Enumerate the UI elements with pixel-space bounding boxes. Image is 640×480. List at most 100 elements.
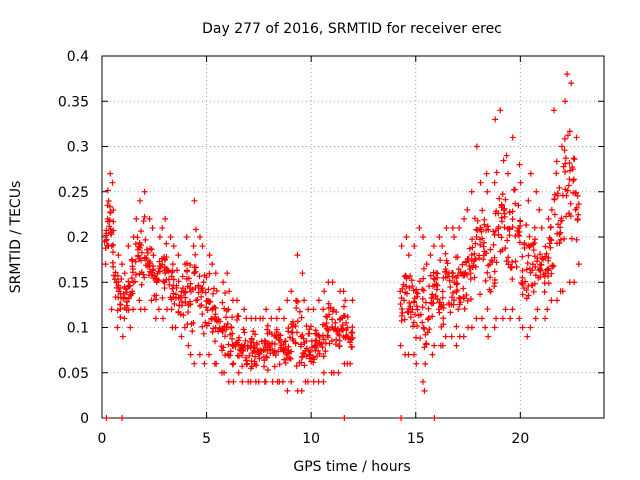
data-point bbox=[509, 208, 516, 215]
data-point bbox=[312, 337, 319, 344]
data-point bbox=[109, 179, 116, 186]
data-point bbox=[506, 232, 513, 239]
data-point bbox=[439, 294, 446, 301]
data-point bbox=[332, 319, 339, 326]
data-point bbox=[264, 354, 271, 361]
data-point bbox=[414, 306, 421, 313]
data-point bbox=[130, 306, 137, 313]
data-point bbox=[506, 209, 513, 216]
data-point bbox=[467, 296, 474, 303]
data-point bbox=[114, 307, 121, 314]
data-point bbox=[145, 257, 152, 264]
data-point bbox=[213, 317, 220, 324]
data-point bbox=[516, 161, 523, 168]
data-point bbox=[123, 289, 130, 296]
data-point bbox=[429, 351, 436, 358]
data-point bbox=[210, 290, 217, 297]
data-point bbox=[204, 307, 211, 314]
data-point bbox=[107, 203, 114, 210]
data-point bbox=[160, 278, 167, 285]
data-point bbox=[401, 297, 408, 304]
data-point bbox=[159, 224, 166, 231]
data-point bbox=[301, 339, 308, 346]
data-points bbox=[101, 71, 582, 421]
data-point bbox=[110, 241, 117, 248]
data-point bbox=[495, 231, 502, 238]
data-point bbox=[325, 334, 332, 341]
data-point bbox=[103, 237, 110, 244]
data-point bbox=[497, 107, 504, 114]
data-point bbox=[503, 152, 510, 159]
data-point bbox=[326, 311, 333, 318]
data-point bbox=[421, 325, 428, 332]
data-point bbox=[305, 306, 312, 313]
data-point bbox=[299, 332, 306, 339]
data-point bbox=[473, 143, 480, 150]
data-point bbox=[292, 339, 299, 346]
data-point bbox=[191, 360, 198, 367]
data-point bbox=[561, 147, 568, 154]
data-point bbox=[212, 305, 219, 312]
x-tick-label: 5 bbox=[202, 431, 211, 447]
data-point bbox=[455, 306, 462, 313]
data-point bbox=[179, 273, 186, 280]
data-point bbox=[566, 159, 573, 166]
data-point bbox=[221, 333, 228, 340]
data-point bbox=[115, 278, 122, 285]
data-point bbox=[501, 224, 508, 231]
data-point bbox=[177, 294, 184, 301]
data-point bbox=[170, 243, 177, 250]
data-point bbox=[281, 356, 288, 363]
data-point bbox=[407, 314, 414, 321]
data-point bbox=[523, 222, 530, 229]
data-point bbox=[484, 269, 491, 276]
data-point bbox=[304, 378, 311, 385]
data-point bbox=[129, 288, 136, 295]
data-point bbox=[292, 297, 299, 304]
data-point bbox=[407, 272, 414, 279]
data-point bbox=[573, 204, 580, 211]
data-point bbox=[474, 217, 481, 224]
data-point bbox=[205, 320, 212, 327]
data-point bbox=[333, 336, 340, 343]
data-point bbox=[250, 328, 257, 335]
data-point bbox=[313, 343, 320, 350]
data-point bbox=[206, 252, 213, 259]
data-point bbox=[150, 252, 157, 259]
data-point bbox=[170, 290, 177, 297]
data-point bbox=[413, 289, 420, 296]
data-point bbox=[423, 261, 430, 268]
data-point bbox=[417, 335, 424, 342]
data-point bbox=[484, 306, 491, 313]
data-point bbox=[168, 306, 175, 313]
data-point bbox=[229, 314, 236, 321]
data-point bbox=[547, 236, 554, 243]
data-point bbox=[397, 342, 404, 349]
data-point bbox=[509, 134, 516, 141]
data-point bbox=[573, 236, 580, 243]
data-point bbox=[149, 267, 156, 274]
data-point bbox=[468, 324, 475, 331]
data-point bbox=[211, 304, 218, 311]
data-point bbox=[127, 324, 134, 331]
data-point bbox=[340, 288, 347, 295]
data-point bbox=[417, 311, 424, 318]
data-point bbox=[493, 315, 500, 322]
data-point bbox=[521, 244, 528, 251]
data-point bbox=[247, 338, 254, 345]
data-point bbox=[241, 306, 248, 313]
data-point bbox=[264, 347, 271, 354]
y-tick-label: 0.35 bbox=[58, 94, 89, 110]
data-point bbox=[199, 243, 206, 250]
data-point bbox=[500, 157, 507, 164]
data-point bbox=[560, 163, 567, 170]
data-point bbox=[477, 179, 484, 186]
data-point bbox=[175, 252, 182, 259]
data-point bbox=[516, 239, 523, 246]
data-point bbox=[119, 333, 126, 340]
data-point bbox=[413, 303, 420, 310]
data-point bbox=[477, 291, 484, 298]
y-tick-label: 0.05 bbox=[58, 366, 89, 382]
data-point bbox=[546, 240, 553, 247]
data-point bbox=[565, 182, 572, 189]
